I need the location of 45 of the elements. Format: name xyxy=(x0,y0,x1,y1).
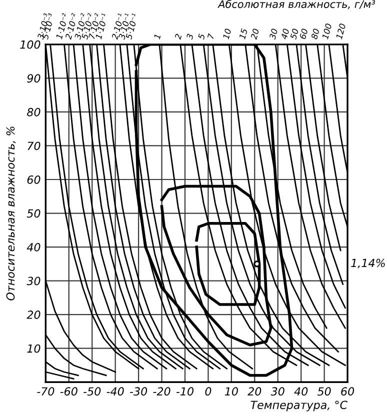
text: 3 xyxy=(186,34,194,40)
x-tick-label: -70 xyxy=(37,387,54,396)
x-tick-label: -10 xyxy=(176,387,194,396)
text: 100 xyxy=(322,23,332,40)
text: 40 xyxy=(280,28,290,40)
text: 20 xyxy=(250,28,260,40)
y-tick-label: 30 xyxy=(26,276,40,286)
y-tick-label: 100 xyxy=(20,40,40,49)
text: 5 xyxy=(198,34,206,40)
x-tick-label: 10 xyxy=(224,387,238,396)
y-tick-label: 60 xyxy=(27,175,40,184)
text: 15 xyxy=(239,28,248,40)
text: 10 xyxy=(222,28,232,40)
text: 120 xyxy=(336,23,346,40)
text: 30 xyxy=(269,28,278,40)
y-axis-title: Относительная влажность, % xyxy=(6,126,16,300)
y-tick-label: 70 xyxy=(28,142,40,150)
x-tick-label: -20 xyxy=(153,387,170,396)
x-tick-label: 0 xyxy=(205,387,212,396)
x-tick-label: -50 xyxy=(84,387,101,396)
y-tick-label: 50 xyxy=(26,209,40,218)
text: 80 xyxy=(310,28,320,40)
y-tick-label: 20 xyxy=(26,310,40,319)
y-tick-label: 10 xyxy=(27,344,40,353)
y-tick-label: 90 xyxy=(27,74,40,83)
text: 2 xyxy=(174,34,182,40)
text: 1·10⁻¹ xyxy=(95,13,108,40)
x-tick-label: 50 xyxy=(317,387,331,396)
text: 1 xyxy=(154,34,161,40)
x2-axis-title: Абсолютная влажность, г/м³ xyxy=(218,0,376,10)
x-tick-label: 40 xyxy=(294,387,308,396)
x-tick-label: -30 xyxy=(130,387,148,396)
text: 7 xyxy=(207,33,214,40)
text: 5·10⁻¹ xyxy=(125,13,138,40)
x-tick-label: -60 xyxy=(60,387,78,396)
y-tick-label: 40 xyxy=(26,243,40,252)
x-tick-label: 60 xyxy=(341,387,354,396)
x-axis-title: Температура, °C xyxy=(250,400,348,412)
text: 50 xyxy=(290,28,299,40)
y-tick-label: 80 xyxy=(27,108,40,116)
x-tick-label: 20 xyxy=(248,387,262,396)
text: 1,14% xyxy=(351,258,385,268)
x-tick-label: -40 xyxy=(106,387,124,396)
text: 60 xyxy=(299,28,308,40)
x-tick-label: 30 xyxy=(270,387,284,396)
